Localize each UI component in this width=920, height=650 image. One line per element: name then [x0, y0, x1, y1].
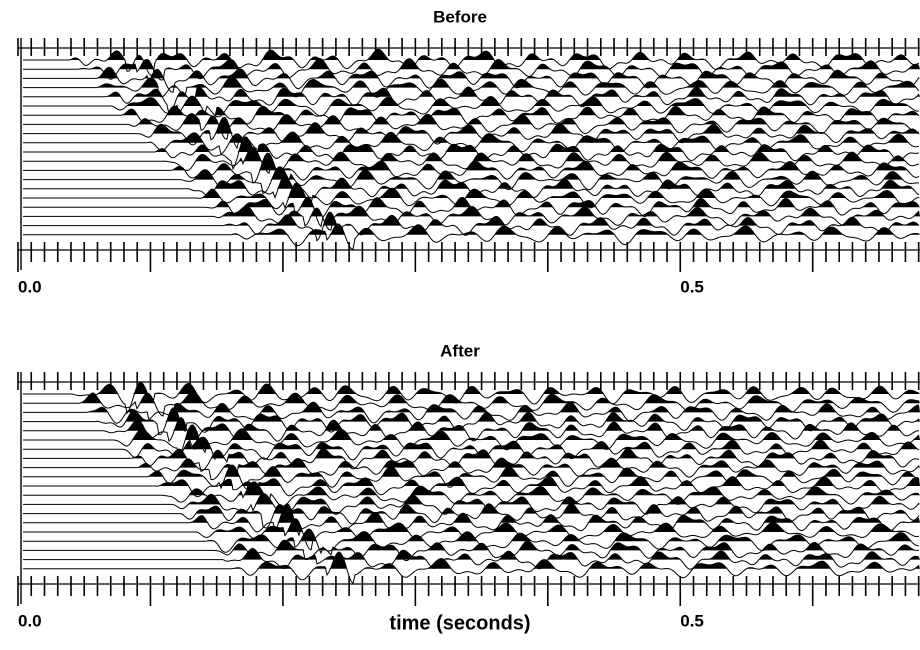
trace-fill — [23, 482, 920, 496]
trace-fill — [23, 176, 920, 189]
trace — [23, 66, 920, 94]
trace-fill — [23, 548, 920, 560]
trace-fill — [23, 206, 920, 217]
trace — [23, 205, 920, 231]
trace-fill — [23, 117, 920, 134]
trace-fill — [23, 417, 920, 431]
trace-fill — [23, 552, 920, 569]
trace — [23, 136, 920, 171]
trace-fill — [23, 448, 920, 459]
trace-fill — [23, 392, 920, 404]
trace-fill — [23, 49, 920, 60]
trace-fill — [23, 465, 920, 477]
trace-fill — [23, 76, 920, 88]
trace — [23, 391, 920, 417]
trace — [23, 407, 920, 436]
trace — [23, 503, 920, 529]
trace-fill — [23, 132, 920, 143]
trace — [23, 152, 920, 184]
trace-fill — [23, 113, 920, 125]
trace — [23, 166, 919, 195]
trace — [23, 48, 920, 76]
x-tick-label: 0.0 — [18, 277, 42, 296]
trace-fill — [23, 518, 920, 532]
panel-title: After — [440, 341, 480, 360]
trace — [23, 481, 920, 507]
trace-fill — [23, 224, 920, 235]
x-tick-label: 0.0 — [18, 611, 42, 630]
trace — [23, 416, 920, 451]
trace — [23, 211, 920, 242]
trace-fill — [23, 58, 920, 70]
trace — [23, 95, 920, 118]
trace — [23, 113, 920, 140]
panel-title: Before — [433, 7, 487, 26]
trace — [23, 182, 920, 210]
trace — [23, 381, 920, 415]
trace-fill — [23, 166, 920, 180]
x-tick-label: 0.5 — [680, 611, 704, 630]
trace-fill — [23, 503, 920, 514]
trace-fill — [23, 528, 920, 542]
trace — [23, 493, 920, 515]
trace-fill — [23, 197, 920, 208]
trace-fill — [23, 382, 920, 394]
trace — [23, 457, 920, 480]
trace-fill — [23, 147, 920, 162]
trace-fill — [23, 424, 920, 440]
trace — [23, 502, 920, 537]
x-axis-label: time (seconds) — [389, 612, 530, 634]
trace — [23, 547, 920, 570]
trace — [23, 58, 920, 81]
trace — [23, 116, 920, 150]
trace-fill — [23, 87, 920, 97]
trace — [23, 551, 920, 585]
x-tick-label: 0.5 — [680, 277, 704, 296]
trace-fill — [23, 402, 920, 413]
trace-fill — [23, 153, 920, 171]
trace-fill — [23, 437, 920, 450]
trace-fill — [23, 136, 920, 152]
trace-fill — [23, 476, 920, 486]
trace — [23, 223, 920, 250]
trace — [23, 464, 920, 491]
trace-fill — [23, 493, 920, 505]
trace-fill — [23, 96, 920, 106]
trace-fill — [23, 458, 920, 468]
trace — [23, 539, 920, 562]
trace — [23, 448, 920, 473]
trace — [23, 424, 920, 458]
